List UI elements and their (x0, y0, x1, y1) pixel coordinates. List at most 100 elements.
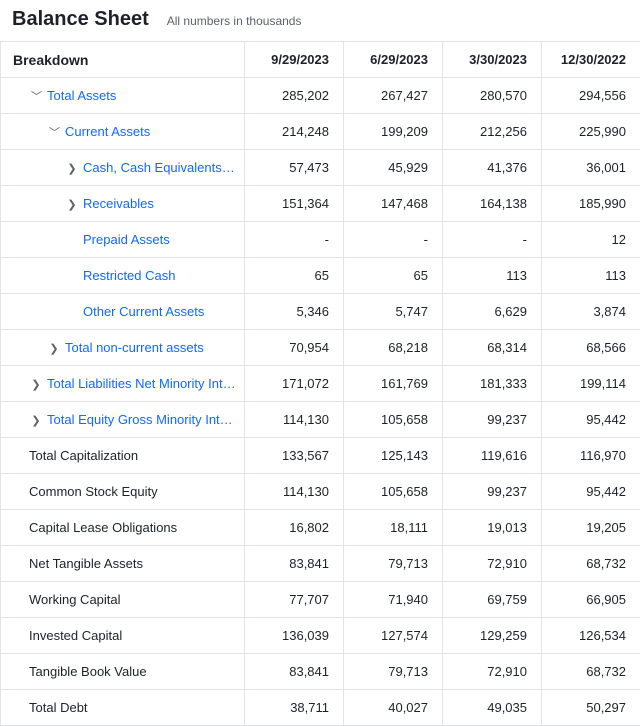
cell-value: - (443, 222, 542, 258)
table-header-row: Breakdown 9/29/2023 6/29/2023 3/30/2023 … (1, 42, 640, 78)
cell-value: 114,130 (245, 402, 344, 438)
cell-value: - (245, 222, 344, 258)
row-label: ❯Common Stock Equity (1, 474, 245, 510)
cell-value: 113 (443, 258, 542, 294)
cell-value: 71,940 (344, 582, 443, 618)
row-label-text: Cash, Cash Equivalents & S… (83, 160, 245, 175)
cell-value: 181,333 (443, 366, 542, 402)
row-label-text: Restricted Cash (83, 268, 175, 283)
row-label[interactable]: ❯ Cash, Cash Equivalents & S… (1, 150, 245, 186)
row-label[interactable]: ﹀ Total Assets (1, 78, 245, 114)
cell-value: 50,297 (542, 690, 640, 726)
row-label-text: Current Assets (65, 124, 150, 139)
chevron-right-icon[interactable]: ❯ (49, 342, 59, 355)
row-label: ❯Capital Lease Obligations (1, 510, 245, 546)
row-label-text: Prepaid Assets (83, 232, 170, 247)
cell-value: 68,566 (542, 330, 640, 366)
cell-value: 164,138 (443, 186, 542, 222)
cell-value: 68,314 (443, 330, 542, 366)
table-row: ❯Tangible Book Value83,84179,71372,91068… (1, 654, 640, 690)
table-row: ﹀Total Assets285,202267,427280,570294,55… (1, 78, 640, 114)
row-label-text: Total non-current assets (65, 340, 204, 355)
cell-value: 95,442 (542, 402, 640, 438)
table-row: ❯Invested Capital136,039127,574129,25912… (1, 618, 640, 654)
col-header-date: 12/30/2022 (542, 42, 640, 78)
row-label: ❯Net Tangible Assets (1, 546, 245, 582)
row-label[interactable]: ❯ Receivables (1, 186, 245, 222)
cell-value: 36,001 (542, 150, 640, 186)
page-title: Balance Sheet (12, 8, 149, 31)
cell-value: 199,114 (542, 366, 640, 402)
chevron-right-icon[interactable]: ❯ (67, 198, 77, 211)
cell-value: 212,256 (443, 114, 542, 150)
row-label-text: Total Assets (47, 88, 116, 103)
cell-value: 285,202 (245, 78, 344, 114)
cell-value: 114,130 (245, 474, 344, 510)
cell-value: 116,970 (542, 438, 640, 474)
row-label: ❯Tangible Book Value (1, 654, 245, 690)
cell-value: 83,841 (245, 654, 344, 690)
cell-value: 105,658 (344, 474, 443, 510)
cell-value: 5,747 (344, 294, 443, 330)
row-label-text: Receivables (83, 196, 154, 211)
row-label-text: Net Tangible Assets (29, 556, 143, 571)
balance-sheet-table: Breakdown 9/29/2023 6/29/2023 3/30/2023 … (0, 41, 640, 726)
cell-value: 119,616 (443, 438, 542, 474)
cell-value: 147,468 (344, 186, 443, 222)
table-row: ❯Prepaid Assets---12 (1, 222, 640, 258)
cell-value: 99,237 (443, 474, 542, 510)
row-label[interactable]: ❯ Total Equity Gross Minority Inte… (1, 402, 245, 438)
cell-value: 68,732 (542, 546, 640, 582)
cell-value: 161,769 (344, 366, 443, 402)
cell-value: 65 (344, 258, 443, 294)
row-label[interactable]: ﹀ Current Assets (1, 114, 245, 150)
cell-value: 171,072 (245, 366, 344, 402)
cell-value: 79,713 (344, 546, 443, 582)
row-label-text: Tangible Book Value (29, 664, 147, 679)
cell-value: 65 (245, 258, 344, 294)
cell-value: 69,759 (443, 582, 542, 618)
cell-value: 225,990 (542, 114, 640, 150)
table-row: ❯Net Tangible Assets83,84179,71372,91068… (1, 546, 640, 582)
cell-value: 72,910 (443, 546, 542, 582)
cell-value: 18,111 (344, 510, 443, 546)
chevron-right-icon[interactable]: ❯ (31, 378, 41, 391)
row-label-text: Total Debt (29, 700, 88, 715)
col-header-date: 6/29/2023 (344, 42, 443, 78)
cell-value: 77,707 (245, 582, 344, 618)
table-row: ❯Receivables151,364147,468164,138185,990 (1, 186, 640, 222)
cell-value: 38,711 (245, 690, 344, 726)
cell-value: 6,629 (443, 294, 542, 330)
chevron-right-icon[interactable]: ❯ (67, 162, 77, 175)
row-label: ❯Total Debt (1, 690, 245, 726)
cell-value: 99,237 (443, 402, 542, 438)
row-label[interactable]: ❯ Total non-current assets (1, 330, 245, 366)
row-label[interactable]: ❯ Total Liabilities Net Minority Int… (1, 366, 245, 402)
table-row: ﹀Current Assets214,248199,209212,256225,… (1, 114, 640, 150)
table-row: ❯ Total Equity Gross Minority Inte… 114,13… (1, 402, 640, 438)
cell-value: 68,218 (344, 330, 443, 366)
cell-value: 66,905 (542, 582, 640, 618)
table-row: ❯Cash, Cash Equivalents & S…57,47345,929… (1, 150, 640, 186)
row-label: ❯Invested Capital (1, 618, 245, 654)
row-label-text: Common Stock Equity (29, 484, 158, 499)
row-label-text: Total Equity Gross Minority Inte… (47, 412, 240, 427)
cell-value: 126,534 (542, 618, 640, 654)
row-label-text: Invested Capital (29, 628, 122, 643)
chevron-down-icon[interactable]: ﹀ (31, 88, 41, 104)
cell-value: 16,802 (245, 510, 344, 546)
cell-value: 41,376 (443, 150, 542, 186)
table-row: ❯Total Capitalization133,567125,143119,6… (1, 438, 640, 474)
cell-value: 49,035 (443, 690, 542, 726)
cell-value: 294,556 (542, 78, 640, 114)
chevron-right-icon[interactable]: ❯ (31, 414, 41, 427)
row-label-text: Total Liabilities Net Minority Int… (47, 376, 236, 391)
cell-value: 185,990 (542, 186, 640, 222)
cell-value: 19,205 (542, 510, 640, 546)
cell-value: 3,874 (542, 294, 640, 330)
page-subtitle: All numbers in thousands (167, 14, 302, 28)
cell-value: 267,427 (344, 78, 443, 114)
chevron-down-icon[interactable]: ﹀ (49, 124, 59, 140)
cell-value: 19,013 (443, 510, 542, 546)
col-header-date: 3/30/2023 (443, 42, 542, 78)
